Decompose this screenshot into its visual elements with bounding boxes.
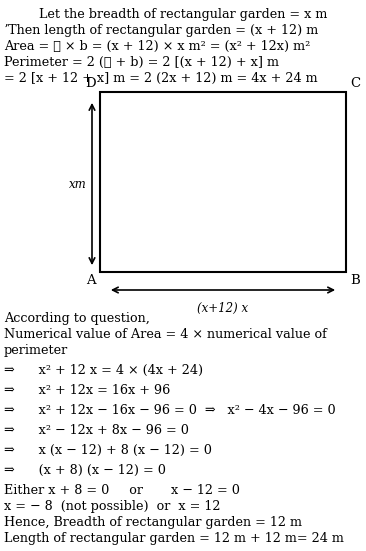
- Text: ⇒      x² − 12x + 8x − 96 = 0: ⇒ x² − 12x + 8x − 96 = 0: [4, 424, 189, 437]
- Bar: [100, 92, 346, 272]
- Text: A: A: [86, 274, 96, 287]
- Text: ʼThen length of rectangular garden = (x + 12) m: ʼThen length of rectangular garden = (x …: [4, 24, 318, 37]
- Text: Perimeter = 2 (ℓ + b) = 2 [(x + 12) + x] m: Perimeter = 2 (ℓ + b) = 2 [(x + 12) + x]…: [4, 56, 279, 69]
- Text: ⇒      (x + 8) (x − 12) = 0: ⇒ (x + 8) (x − 12) = 0: [4, 464, 166, 477]
- Text: (x+12) x: (x+12) x: [197, 302, 249, 315]
- Text: Numerical value of Area = 4 × numerical value of: Numerical value of Area = 4 × numerical …: [4, 328, 327, 341]
- Text: D: D: [85, 77, 96, 90]
- Text: ⇒      x (x − 12) + 8 (x − 12) = 0: ⇒ x (x − 12) + 8 (x − 12) = 0: [4, 444, 212, 457]
- Text: Either x + 8 = 0     or       x − 12 = 0: Either x + 8 = 0 or x − 12 = 0: [4, 484, 240, 497]
- Text: xm: xm: [69, 177, 87, 191]
- Text: ⇒      x² + 12 x = 4 × (4x + 24): ⇒ x² + 12 x = 4 × (4x + 24): [4, 364, 203, 377]
- Text: ⇒      x² + 12x = 16x + 96: ⇒ x² + 12x = 16x + 96: [4, 384, 170, 397]
- Text: C: C: [350, 77, 360, 90]
- Text: Let the breadth of rectangular garden = x m: Let the breadth of rectangular garden = …: [39, 8, 327, 21]
- Text: Hence, Breadth of rectangular garden = 12 m: Hence, Breadth of rectangular garden = 1…: [4, 516, 302, 529]
- Text: x = − 8  (not possible)  or  x = 12: x = − 8 (not possible) or x = 12: [4, 500, 220, 513]
- Text: Area = ℓ × b = (x + 12) × x m² = (x² + 12x) m²: Area = ℓ × b = (x + 12) × x m² = (x² + 1…: [4, 40, 310, 53]
- Text: B: B: [350, 274, 360, 287]
- Text: = 2 [x + 12 + x] m = 2 (2x + 12) m = 4x + 24 m: = 2 [x + 12 + x] m = 2 (2x + 12) m = 4x …: [4, 72, 318, 85]
- Text: ⇒      x² + 12x − 16x − 96 = 0  ⇒   x² − 4x − 96 = 0: ⇒ x² + 12x − 16x − 96 = 0 ⇒ x² − 4x − 96…: [4, 404, 336, 417]
- Text: According to question,: According to question,: [4, 312, 150, 325]
- Text: perimeter: perimeter: [4, 344, 68, 357]
- Text: Length of rectangular garden = 12 m + 12 m= 24 m: Length of rectangular garden = 12 m + 12…: [4, 532, 344, 545]
